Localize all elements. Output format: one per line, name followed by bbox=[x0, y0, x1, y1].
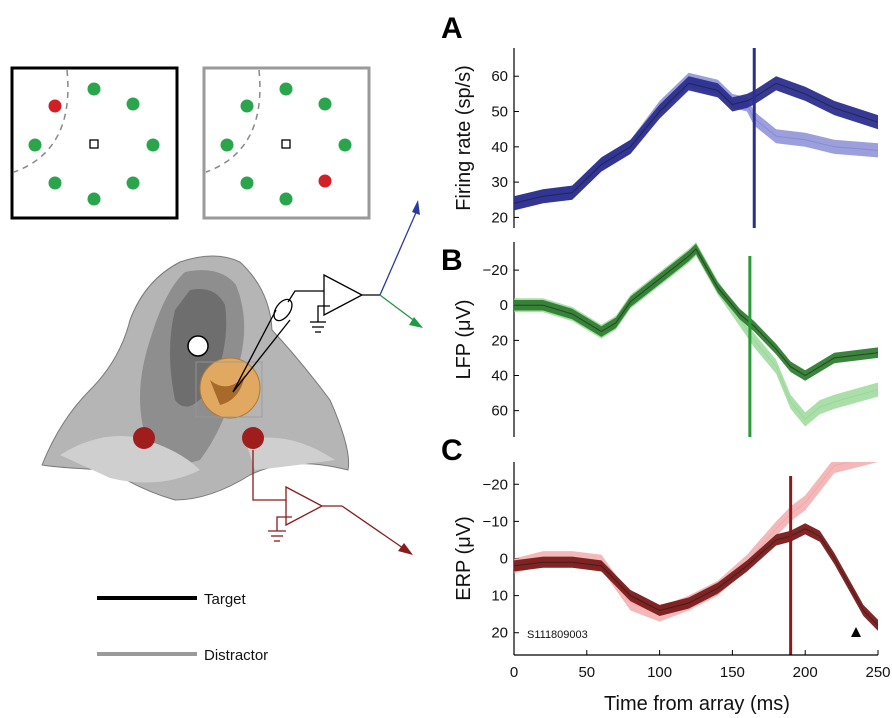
panel-letter-a: A bbox=[441, 12, 463, 45]
x-tick-label: 50 bbox=[578, 664, 595, 681]
scalp-electrode-right bbox=[242, 427, 264, 449]
distractor-band bbox=[514, 242, 878, 427]
x-tick-label: 100 bbox=[647, 664, 672, 681]
legend-label-target: Target bbox=[204, 591, 247, 608]
reference-electrode bbox=[187, 335, 209, 357]
stimulus-array-distractor bbox=[202, 66, 371, 220]
y-tick-label: 30 bbox=[491, 174, 508, 191]
y-tick-label: 60 bbox=[491, 403, 508, 420]
legend-label-distractor: Distractor bbox=[204, 647, 268, 664]
session-label: S111809003 bbox=[527, 629, 588, 641]
panel-a-firing-rate: 20 30 40 50 60 Firing rate (sp/s) bbox=[453, 48, 878, 228]
target-band bbox=[514, 523, 878, 631]
y-axis-label: ERP (μV) bbox=[453, 516, 475, 601]
y-tick-label: 40 bbox=[491, 139, 508, 156]
y-tick-label: 20 bbox=[491, 209, 508, 226]
target-band bbox=[514, 243, 878, 381]
legend: Target Distractor bbox=[97, 591, 268, 664]
x-axis-label: Time from array (ms) bbox=[604, 693, 790, 715]
panel-letter-c: C bbox=[441, 434, 463, 467]
distractor-mean-line bbox=[514, 248, 878, 421]
target-mean-line bbox=[514, 528, 878, 626]
output-arrow-lfp bbox=[379, 294, 423, 328]
event-marker-triangle bbox=[851, 627, 861, 637]
scalp-electrode-left bbox=[133, 427, 155, 449]
y-tick-label: 60 bbox=[491, 68, 508, 85]
target-mean-line bbox=[514, 248, 878, 377]
receptive-field-boundary bbox=[205, 69, 261, 173]
x-axis: 0 50 100 150 200 250 bbox=[510, 650, 891, 681]
target-stimulus bbox=[318, 174, 332, 188]
target-mean-line bbox=[514, 82, 878, 204]
intracortical-amplifier bbox=[232, 273, 380, 393]
y-tick-label: −10 bbox=[483, 513, 508, 530]
target-band bbox=[514, 76, 878, 211]
target-stimulus bbox=[48, 99, 62, 113]
panel-b-lfp: −20 0 20 40 60 LFP (μV) bbox=[453, 242, 878, 437]
x-tick-label: 150 bbox=[720, 664, 745, 681]
y-axis-label: LFP (μV) bbox=[453, 299, 475, 379]
x-tick-label: 0 bbox=[510, 664, 518, 681]
panel-c-erp: −20 −10 0 10 20 ERP (μV) bbox=[453, 462, 878, 655]
output-arrow-spikes bbox=[379, 200, 420, 296]
head-illustration bbox=[41, 255, 350, 501]
y-tick-label: −20 bbox=[483, 262, 508, 279]
x-tick-label: 200 bbox=[793, 664, 818, 681]
scalp-amplifier bbox=[252, 450, 404, 549]
receptive-field-boundary bbox=[13, 69, 69, 173]
y-tick-label: 50 bbox=[491, 104, 508, 121]
y-tick-label: −20 bbox=[483, 476, 508, 493]
y-tick-label: 0 bbox=[500, 297, 508, 314]
fixation-point bbox=[281, 139, 291, 149]
stimulus-array-target bbox=[10, 66, 179, 220]
y-tick-label: 0 bbox=[500, 551, 508, 568]
y-tick-label: 40 bbox=[491, 368, 508, 385]
y-tick-label: 20 bbox=[491, 625, 508, 642]
output-arrow-erp bbox=[398, 543, 413, 555]
y-tick-label: 20 bbox=[491, 332, 508, 349]
x-tick-label: 250 bbox=[865, 664, 890, 681]
panel-letter-b: B bbox=[441, 244, 463, 277]
fixation-point bbox=[89, 139, 99, 149]
y-axis-label: Firing rate (sp/s) bbox=[453, 65, 475, 211]
y-tick-label: 10 bbox=[491, 588, 508, 605]
